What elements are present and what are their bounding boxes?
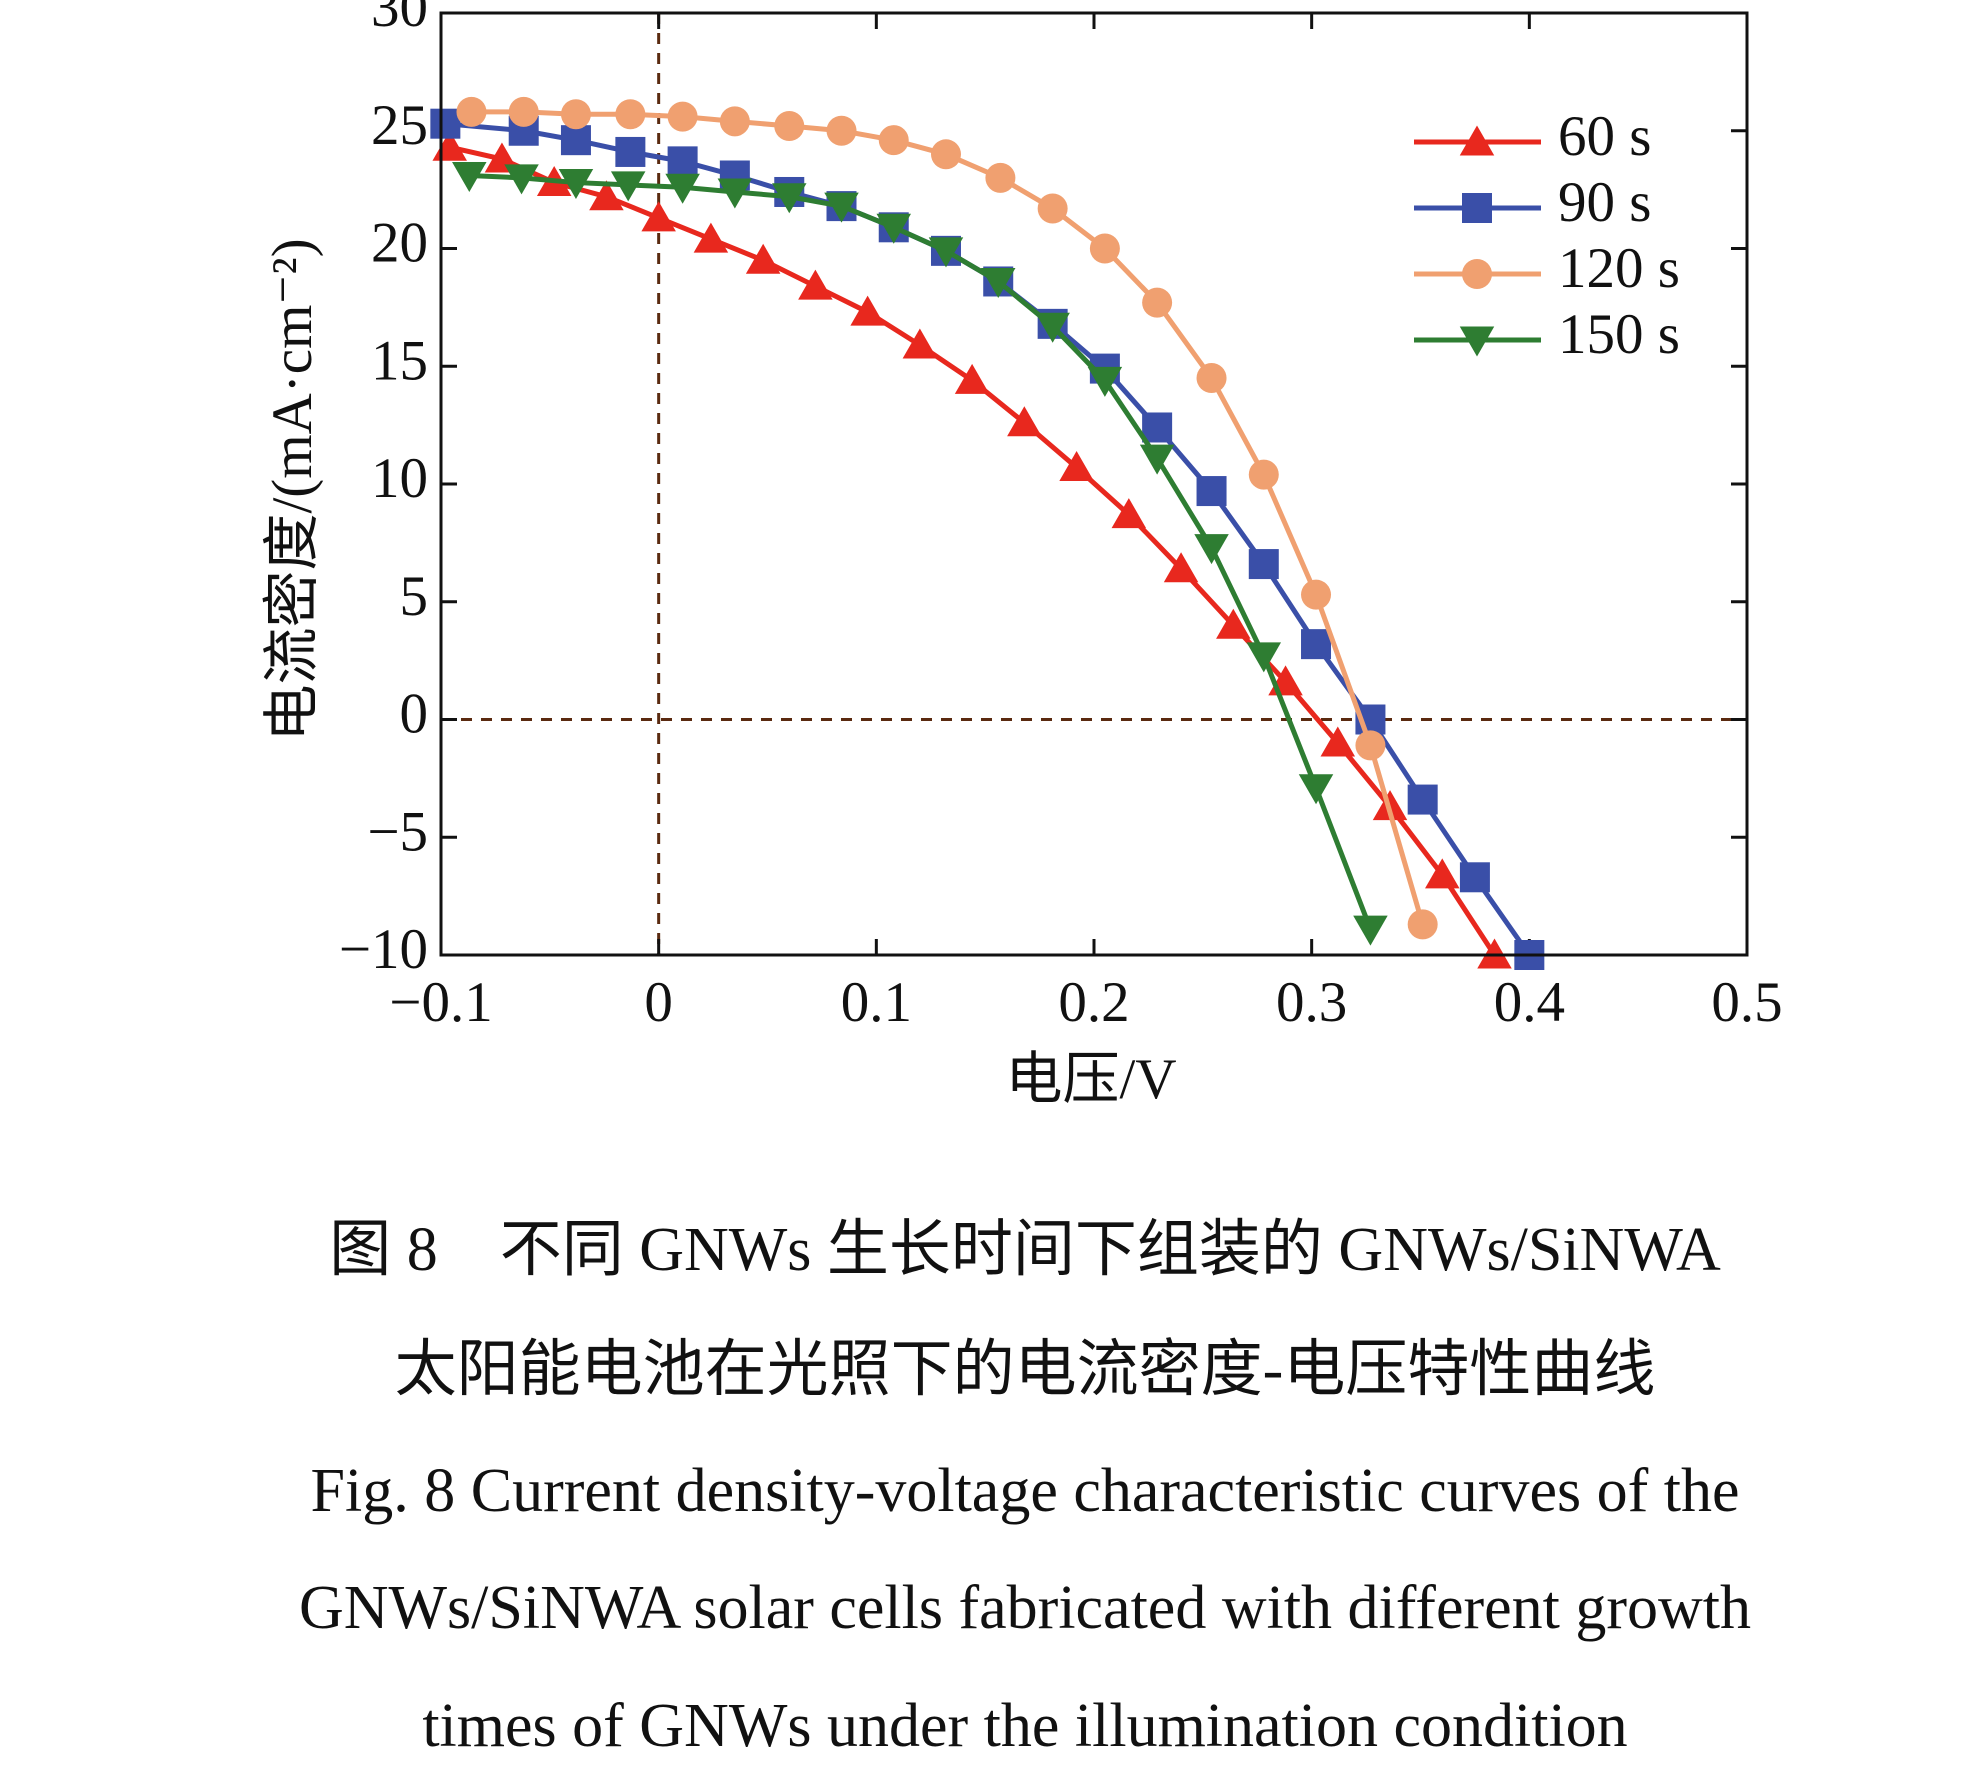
marker — [641, 201, 676, 232]
marker — [774, 111, 805, 142]
marker — [1459, 326, 1495, 357]
marker — [1320, 726, 1356, 757]
marker — [615, 99, 646, 130]
marker — [826, 115, 857, 146]
marker — [1462, 193, 1492, 223]
marker — [1163, 552, 1199, 583]
marker — [902, 328, 938, 359]
marker — [1035, 312, 1070, 343]
y-tick-label: 0 — [400, 683, 429, 746]
marker — [772, 183, 807, 214]
y-tick-label: 25 — [371, 94, 428, 157]
series-line — [445, 121, 1532, 955]
marker — [1407, 784, 1438, 815]
marker — [589, 180, 624, 211]
legend-label: 120 s — [1558, 237, 1680, 300]
marker — [1142, 287, 1173, 318]
marker — [1194, 534, 1229, 565]
y-axis-title: 电流密度/(mA·cm⁻²) — [261, 238, 324, 741]
plot-frame — [439, 11, 1749, 957]
marker — [1425, 858, 1460, 889]
series-line — [469, 172, 1373, 930]
marker — [1142, 412, 1173, 443]
marker — [980, 267, 1016, 298]
marker — [878, 125, 909, 156]
caption-line: Fig. 8 Current density-voltage character… — [311, 1457, 1740, 1525]
y-tick-label: −10 — [339, 918, 428, 981]
x-tick-label: 0.1 — [841, 971, 912, 1034]
marker — [985, 162, 1016, 193]
marker — [1298, 774, 1334, 805]
marker — [615, 136, 646, 167]
marker — [798, 269, 833, 300]
marker — [1462, 259, 1492, 289]
marker — [745, 243, 781, 274]
marker — [928, 237, 964, 268]
marker — [665, 173, 700, 204]
y-tick-label: 10 — [371, 447, 428, 510]
marker — [456, 96, 487, 127]
marker — [610, 171, 646, 202]
marker — [558, 169, 594, 200]
marker — [560, 99, 591, 130]
marker — [452, 161, 487, 192]
marker — [430, 108, 461, 139]
marker — [1007, 406, 1042, 437]
caption-line: 图 8 不同 GNWs 生长时间下组装的 GNWs/SiNWA — [329, 1216, 1721, 1284]
x-axis-title: 电压/V — [1006, 1048, 1177, 1111]
marker — [560, 125, 591, 156]
marker — [1459, 125, 1495, 156]
marker — [508, 96, 539, 127]
marker — [954, 363, 990, 394]
x-tick-label: 0.4 — [1494, 971, 1565, 1034]
caption-line: 太阳能电池在光照下的电流密度-电压特性曲线 — [395, 1336, 1656, 1404]
y-tick-label: 20 — [371, 212, 428, 275]
marker — [693, 222, 729, 253]
marker — [876, 213, 911, 244]
marker — [1059, 451, 1094, 482]
marker — [1407, 909, 1438, 940]
marker — [1139, 444, 1175, 475]
marker — [504, 164, 539, 195]
marker — [1248, 549, 1279, 580]
y-tick-label: −5 — [367, 800, 428, 863]
x-tick-label: 0.5 — [1711, 971, 1782, 1034]
legend-label: 90 s — [1558, 171, 1651, 234]
legend-label: 150 s — [1558, 303, 1680, 366]
y-tick-label: 5 — [400, 565, 429, 628]
marker — [1301, 579, 1332, 610]
series-line — [471, 109, 1426, 926]
marker — [1248, 459, 1279, 490]
marker — [1246, 642, 1282, 673]
marker — [1089, 233, 1120, 264]
marker — [667, 101, 698, 132]
x-tick-label: −0.1 — [389, 971, 492, 1034]
marker — [1037, 193, 1068, 224]
caption-line: GNWs/SiNWA solar cells fabricated with d… — [299, 1574, 1751, 1642]
marker — [850, 295, 885, 326]
y-tick-label: 15 — [371, 329, 428, 392]
x-tick-label: 0 — [644, 971, 673, 1034]
x-tick-label: 0.3 — [1276, 971, 1347, 1034]
marker — [1301, 629, 1332, 660]
marker — [1196, 363, 1227, 394]
marker — [824, 192, 859, 223]
marker — [719, 106, 750, 137]
marker — [1459, 862, 1490, 893]
marker — [1355, 730, 1386, 761]
x-tick-label: 0.2 — [1058, 971, 1129, 1034]
marker — [1353, 915, 1388, 946]
marker — [1111, 498, 1147, 529]
legend-label: 60 s — [1558, 105, 1651, 168]
marker — [1216, 608, 1251, 639]
y-tick-label: 30 — [371, 0, 428, 39]
marker — [1196, 476, 1227, 507]
marker — [1087, 366, 1123, 397]
marker — [930, 139, 961, 170]
caption-line: times of GNWs under the illumination con… — [422, 1692, 1627, 1760]
marker — [717, 178, 753, 209]
marker — [667, 146, 698, 177]
